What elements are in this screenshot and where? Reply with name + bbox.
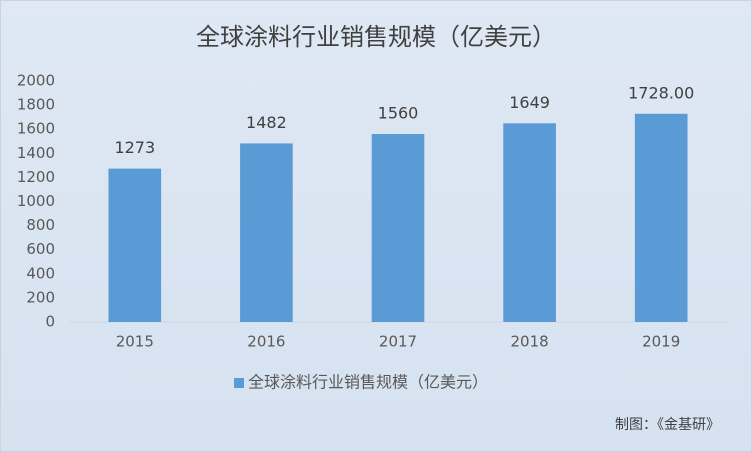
y-tick-label: 0 (45, 313, 55, 331)
y-tick-label: 1400 (17, 144, 55, 162)
y-tick-label: 200 (26, 288, 55, 306)
legend-label: 全球涂料行业销售规模（亿美元） (248, 373, 488, 392)
data-label: 1560 (378, 104, 419, 123)
data-label: 1482 (246, 113, 287, 132)
bar (503, 123, 556, 322)
x-tick-label: 2015 (116, 333, 154, 351)
y-tick-label: 600 (26, 240, 55, 258)
y-tick-label: 1600 (17, 120, 55, 138)
x-tick-label: 2016 (247, 333, 285, 351)
y-tick-label: 2000 (17, 72, 55, 90)
legend-swatch (234, 378, 244, 388)
y-tick-label: 400 (26, 264, 55, 282)
bar (240, 143, 293, 322)
x-tick-label: 2019 (642, 333, 680, 351)
y-tick-label: 1000 (17, 192, 55, 210)
bar (634, 113, 688, 322)
bar (108, 168, 162, 322)
y-tick-label: 1800 (17, 96, 55, 114)
data-label: 1649 (509, 93, 550, 112)
x-tick-label: 2018 (511, 333, 549, 351)
chart-title: 全球涂料行业销售规模（亿美元） (196, 23, 556, 51)
source: 制图：《金基研》 (615, 416, 720, 433)
y-tick-label: 1200 (17, 168, 55, 186)
y-tick-label: 800 (26, 216, 55, 234)
data-label: 1273 (114, 138, 155, 157)
data-label: 1728.00 (628, 83, 694, 102)
x-tick-label: 2017 (379, 333, 417, 351)
bar (371, 134, 425, 322)
